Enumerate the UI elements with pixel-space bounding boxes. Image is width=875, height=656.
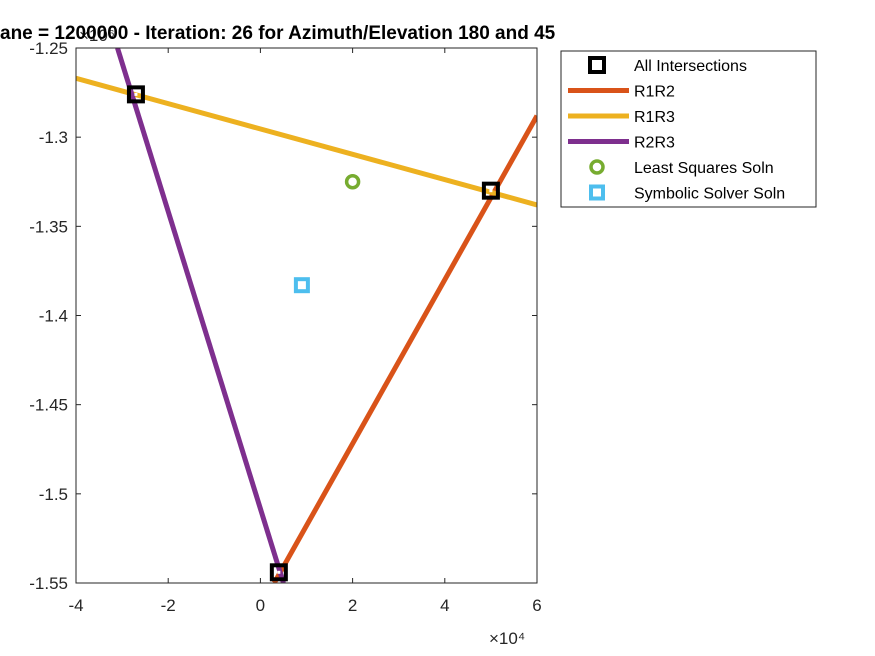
x-tick-label: 4 <box>440 596 449 615</box>
y-tick-label: -1.4 <box>39 307 68 326</box>
x-tick-label: -2 <box>161 596 176 615</box>
x-tick-label: 6 <box>532 596 541 615</box>
series-line-r2r3 <box>115 48 286 583</box>
legend-label: R1R3 <box>634 109 675 126</box>
all-intersections-marker <box>588 56 606 74</box>
series-layer <box>76 48 537 583</box>
plot-area <box>76 48 537 583</box>
legend-label: R1R2 <box>634 84 675 101</box>
tick-layer: -4 -2 0 2 4 6 -1.55 -1.5 -1.45 -1.4 -1.35 -1.3 -1.25 <box>29 39 541 615</box>
legend-entry-r1r2: R1R2 <box>568 84 675 101</box>
x-tick-label: 2 <box>348 596 357 615</box>
legend-label: Symbolic Solver Soln <box>634 186 785 203</box>
series-line-r1r3 <box>76 75 537 208</box>
legend-entry-least-squares-soln: Least Squares Soln <box>589 159 774 177</box>
all-intersections-marker <box>126 85 145 104</box>
all-intersections-marker <box>269 563 288 582</box>
legend: All Intersections R1R2 R1R3 R2R3 Least Squar… <box>560 50 817 208</box>
legend-entry-r2r3: R2R3 <box>568 135 675 152</box>
legend-label: All Intersections <box>634 58 747 75</box>
symbolic-solver-soln-marker <box>293 277 310 294</box>
least-squares-soln-marker <box>344 174 361 190</box>
x-tick-label: 0 <box>256 596 265 615</box>
y-tick-label: -1.45 <box>29 396 68 415</box>
x-tick-label: -4 <box>68 596 83 615</box>
y-tick-label: -1.55 <box>29 574 68 593</box>
legend-entry-symbolic-solver-soln: Symbolic Solver Soln <box>589 184 785 203</box>
y-tick-label: -1.35 <box>29 217 68 236</box>
legend-box <box>560 50 817 208</box>
y-tick-label: -1.5 <box>39 485 68 504</box>
all-intersections-marker <box>481 181 500 200</box>
legend-label: R2R3 <box>634 135 675 152</box>
legend-entry-r1r3: R1R3 <box>568 109 675 126</box>
legend-label: Least Squares Soln <box>634 160 774 177</box>
y-exponent-label: ×10⁶ <box>79 26 115 45</box>
x-exponent-label: ×10⁴ <box>489 629 525 648</box>
symbolic-solver-soln-marker <box>589 184 605 201</box>
legend-entry-all-intersections: All Intersections <box>588 56 747 75</box>
y-tick-label: -1.3 <box>39 128 68 147</box>
chart-title: ane = 1200000 - Iteration: 26 for Azimut… <box>0 23 556 44</box>
least-squares-soln-marker <box>589 159 605 175</box>
y-tick-label: -1.25 <box>29 39 68 58</box>
marker-layer <box>126 85 500 582</box>
